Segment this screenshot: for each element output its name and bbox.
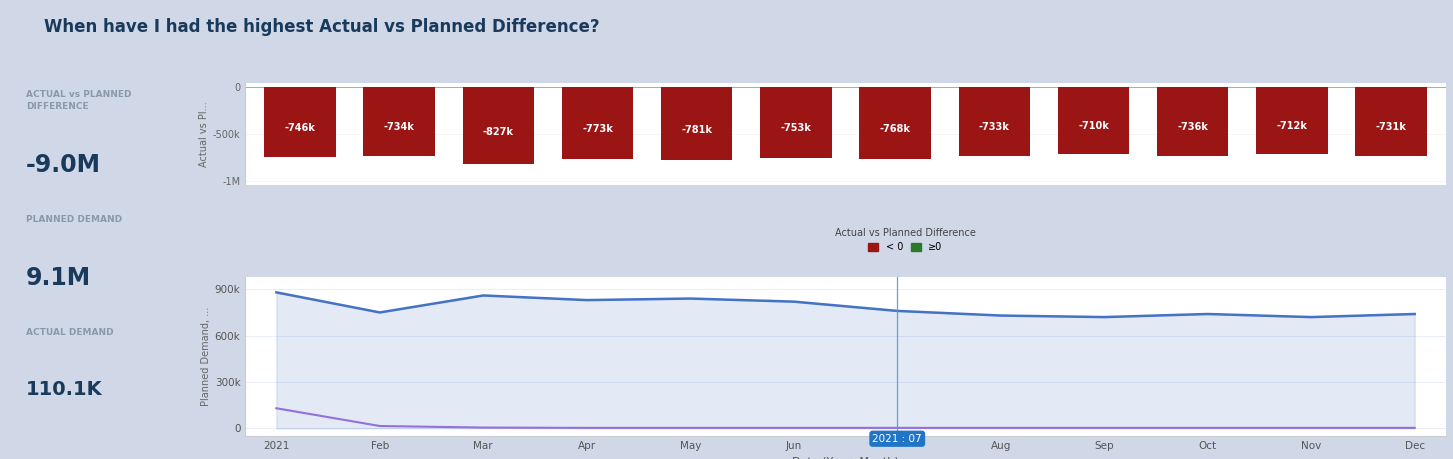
X-axis label: Date (Year>Month): Date (Year>Month): [792, 456, 899, 459]
Text: 110.1K: 110.1K: [26, 380, 102, 398]
Text: -733k: -733k: [979, 122, 1010, 132]
Text: -734k: -734k: [384, 122, 414, 132]
Text: -753k: -753k: [780, 123, 811, 133]
Bar: [562, 87, 634, 159]
Text: PLANNED DEMAND: PLANNED DEMAND: [26, 215, 122, 224]
Bar: [1157, 87, 1228, 156]
Bar: [760, 87, 831, 157]
Text: ACTUAL DEMAND: ACTUAL DEMAND: [26, 328, 113, 337]
Text: -773k: -773k: [583, 124, 613, 134]
Y-axis label: Actual vs Pl...: Actual vs Pl...: [199, 101, 209, 167]
Bar: [1058, 87, 1129, 154]
Text: -710k: -710k: [1078, 121, 1109, 131]
Text: -827k: -827k: [482, 127, 514, 137]
Text: -731k: -731k: [1376, 122, 1407, 132]
Text: -9.0M: -9.0M: [26, 153, 100, 177]
Text: -736k: -736k: [1177, 122, 1209, 132]
Bar: [363, 87, 434, 156]
Legend: < 0, ≥0: < 0, ≥0: [833, 225, 978, 254]
Y-axis label: Planned Demand, ...: Planned Demand, ...: [201, 307, 211, 406]
Bar: [959, 87, 1030, 156]
Text: 2021 : 07: 2021 : 07: [872, 434, 923, 444]
Bar: [661, 87, 732, 160]
Bar: [462, 87, 535, 164]
Text: -746k: -746k: [285, 123, 315, 133]
Bar: [1356, 87, 1427, 156]
Bar: [1257, 87, 1328, 154]
Text: 9.1M: 9.1M: [26, 266, 92, 291]
Bar: [859, 87, 931, 159]
Text: -781k: -781k: [681, 124, 712, 134]
Text: -712k: -712k: [1277, 121, 1308, 131]
Text: When have I had the highest Actual vs Planned Difference?: When have I had the highest Actual vs Pl…: [44, 18, 599, 36]
Text: -768k: -768k: [879, 124, 911, 134]
Bar: [264, 87, 336, 157]
Text: ACTUAL vs PLANNED
DIFFERENCE: ACTUAL vs PLANNED DIFFERENCE: [26, 90, 131, 111]
